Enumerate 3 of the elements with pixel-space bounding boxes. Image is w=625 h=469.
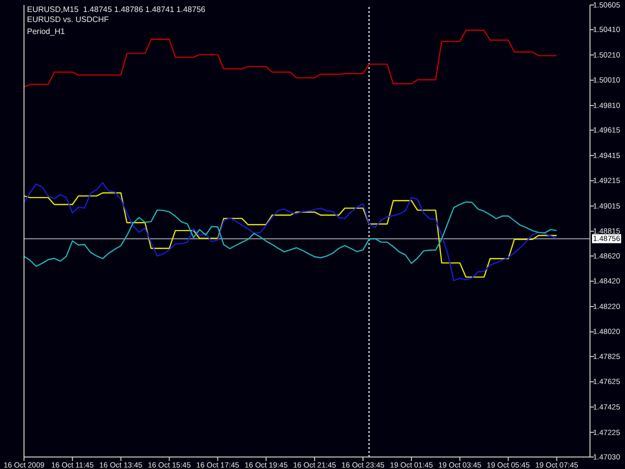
annotation: Period_H1: [27, 27, 66, 36]
text: EURUSD vs. USDCHF: [27, 15, 109, 24]
chart-title: EURUSD,M15 1.48745 1.48786 1.48741 1.48756: [27, 5, 206, 14]
